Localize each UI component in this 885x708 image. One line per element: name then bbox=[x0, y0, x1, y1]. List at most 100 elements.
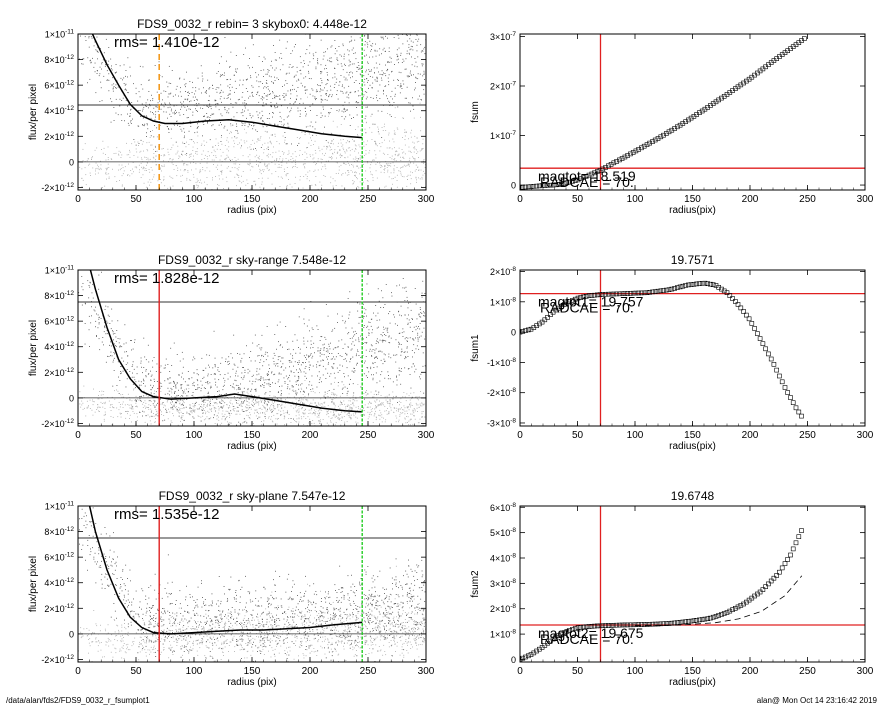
scatter-point bbox=[180, 175, 182, 177]
scatter-point bbox=[270, 76, 272, 78]
scatter-point bbox=[388, 100, 390, 102]
scatter-point bbox=[346, 198, 347, 199]
scatter-point bbox=[104, 309, 106, 310]
scatter-point bbox=[192, 383, 194, 385]
scatter-point bbox=[352, 171, 353, 173]
scatter-point bbox=[235, 372, 237, 374]
scatter-point bbox=[173, 406, 175, 407]
scatter-point bbox=[406, 407, 408, 409]
scatter-point bbox=[208, 364, 209, 366]
scatter-point bbox=[327, 351, 329, 353]
scatter-point bbox=[230, 385, 232, 386]
scatter-point bbox=[327, 411, 329, 412]
scatter-point bbox=[241, 405, 243, 407]
scatter-point bbox=[387, 37, 388, 39]
scatter-point bbox=[221, 170, 223, 172]
scatter-point bbox=[346, 109, 348, 111]
scatter-point bbox=[351, 164, 352, 165]
scatter-point bbox=[274, 400, 276, 402]
scatter-point bbox=[229, 132, 230, 134]
scatter-point bbox=[335, 410, 337, 412]
scatter-point bbox=[329, 375, 331, 377]
scatter-point bbox=[138, 384, 140, 386]
scatter-point bbox=[227, 156, 229, 158]
scatter-point bbox=[384, 410, 386, 412]
scatter-point bbox=[326, 356, 327, 358]
scatter-point bbox=[227, 364, 229, 365]
scatter-point bbox=[249, 148, 251, 150]
scatter-point bbox=[392, 404, 393, 406]
scatter-point bbox=[265, 103, 267, 105]
scatter-point bbox=[150, 135, 152, 137]
scatter-point bbox=[357, 186, 359, 187]
scatter-point bbox=[122, 79, 123, 81]
scatter-point bbox=[219, 394, 221, 395]
scatter-point bbox=[367, 140, 368, 142]
scatter-point bbox=[422, 143, 424, 145]
scatter-point bbox=[351, 343, 353, 345]
scatter-point bbox=[346, 91, 348, 93]
scatter-point bbox=[387, 327, 389, 329]
scatter-point bbox=[378, 300, 380, 302]
scatter-point bbox=[341, 402, 343, 404]
scatter-point bbox=[347, 140, 348, 142]
scatter-point bbox=[233, 116, 235, 118]
scatter-point bbox=[249, 67, 250, 69]
scatter-point bbox=[293, 46, 295, 48]
scatter-point bbox=[182, 186, 183, 188]
scatter-point bbox=[224, 413, 226, 415]
scatter-point bbox=[328, 60, 330, 62]
scatter-point bbox=[293, 407, 295, 409]
scatter-point bbox=[374, 140, 376, 142]
scatter-points bbox=[79, 34, 426, 218]
scatter-point bbox=[341, 416, 343, 418]
scatter-point bbox=[210, 115, 212, 116]
scatter-point bbox=[238, 421, 240, 423]
scatter-point bbox=[269, 90, 270, 92]
scatter-point bbox=[290, 53, 292, 54]
scatter-point bbox=[375, 419, 377, 421]
scatter-point bbox=[415, 337, 416, 339]
scatter-point bbox=[121, 185, 123, 187]
scatter-point bbox=[261, 96, 263, 98]
scatter-point bbox=[149, 420, 151, 422]
scatter-point bbox=[413, 415, 415, 417]
scatter-point bbox=[354, 52, 356, 54]
scatter-point bbox=[135, 400, 137, 402]
scatter-point bbox=[364, 84, 366, 86]
scatter-point bbox=[147, 181, 149, 183]
scatter-point bbox=[410, 70, 411, 72]
scatter-point bbox=[410, 418, 412, 420]
scatter-point bbox=[364, 342, 366, 343]
scatter-point bbox=[110, 67, 112, 69]
scatter-point bbox=[263, 187, 265, 189]
scatter-point bbox=[271, 404, 273, 405]
scatter-point bbox=[302, 402, 303, 404]
scatter-point bbox=[337, 437, 338, 438]
scatter-point bbox=[155, 406, 156, 408]
scatter-point bbox=[370, 402, 372, 404]
scatter-point bbox=[151, 396, 153, 398]
scatter-point bbox=[155, 391, 157, 393]
scatter-point bbox=[396, 384, 398, 386]
scatter-point bbox=[357, 205, 358, 206]
scatter-point bbox=[141, 166, 142, 168]
scatter-point bbox=[343, 76, 345, 78]
scatter-point bbox=[348, 405, 350, 407]
scatter-point bbox=[342, 139, 344, 140]
scatter-point bbox=[244, 217, 245, 218]
scatter-point bbox=[131, 143, 133, 145]
scatter-point bbox=[360, 74, 362, 76]
scatter-point bbox=[334, 67, 335, 69]
scatter-point bbox=[131, 400, 133, 402]
scatter-point bbox=[108, 176, 110, 178]
scatter-point bbox=[82, 402, 84, 404]
scatter-point bbox=[122, 370, 124, 372]
scatter-point bbox=[307, 96, 308, 98]
scatter-point bbox=[310, 354, 311, 356]
scatter-point bbox=[255, 389, 257, 391]
scatter-point bbox=[121, 184, 123, 186]
scatter-point bbox=[111, 404, 113, 405]
scatter-point bbox=[303, 390, 305, 392]
scatter-point bbox=[182, 154, 183, 156]
